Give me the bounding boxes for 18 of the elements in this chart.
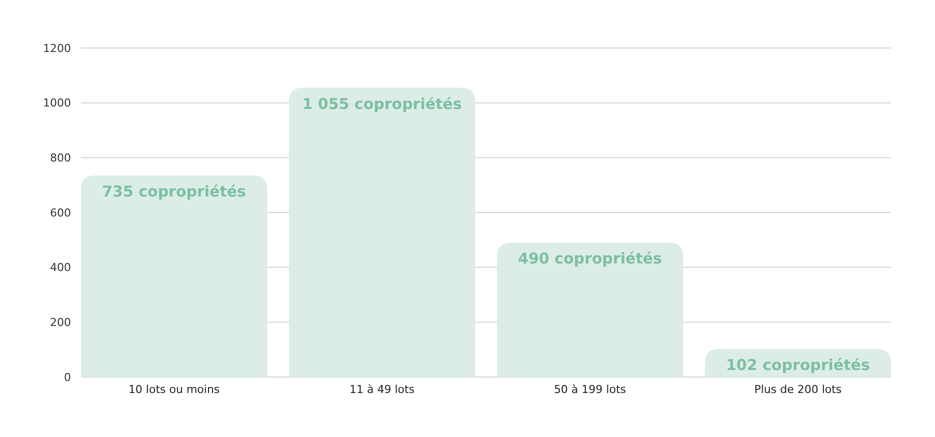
data-label: 735 copropriétés bbox=[102, 182, 246, 200]
x-tick-label: 10 lots ou moins bbox=[128, 383, 220, 396]
x-tick-label: 11 à 49 lots bbox=[349, 383, 415, 396]
y-tick-label: 1200 bbox=[43, 42, 71, 55]
x-tick-label: 50 à 199 lots bbox=[554, 383, 626, 396]
bar bbox=[288, 88, 476, 377]
data-label: 102 copropriétés bbox=[726, 356, 870, 374]
y-tick-label: 1000 bbox=[43, 96, 71, 110]
y-tick-label: 800 bbox=[50, 152, 71, 165]
y-tick-label: 600 bbox=[50, 206, 71, 220]
y-tick-label: 0 bbox=[64, 370, 71, 384]
data-label: 1 055 copropriétés bbox=[302, 94, 462, 113]
y-tick-label: 200 bbox=[50, 316, 71, 330]
x-tick-label: Plus de 200 lots bbox=[754, 383, 842, 396]
bar bbox=[81, 175, 268, 377]
y-tick-label: 400 bbox=[50, 261, 71, 274]
bar bbox=[496, 242, 684, 377]
data-label: 490 copropriétés bbox=[518, 250, 662, 268]
